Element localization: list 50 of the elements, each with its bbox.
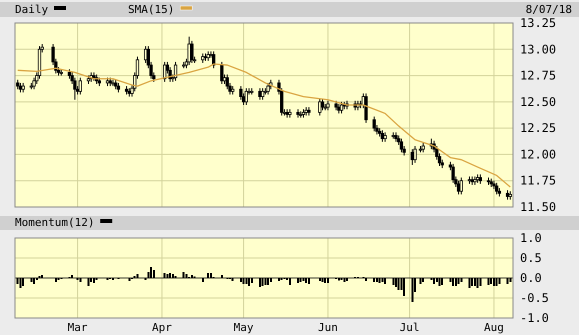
legend-label: Daily: [15, 3, 48, 16]
candlestick: [394, 132, 398, 142]
candlestick: [495, 182, 498, 195]
y-tick-label: 12.75: [520, 68, 556, 83]
candlestick: [114, 79, 118, 90]
candlestick: [410, 148, 414, 166]
y-tick-label: 11.50: [520, 200, 556, 214]
text: 8/07/18: [526, 3, 572, 16]
candlestick: [451, 163, 455, 184]
x-tick-label: Apr: [152, 321, 172, 334]
y-tick-label: 12.25: [520, 121, 556, 136]
candlestick: [422, 142, 425, 153]
candlestick: [380, 130, 384, 142]
y-tick-label: -1.0: [520, 311, 549, 325]
x-tick-label: Aug: [484, 321, 504, 334]
y-tick-label: 11.75: [520, 174, 556, 188]
candlestick: [318, 98, 322, 116]
candlestick: [266, 82, 270, 95]
legend-label: SMA(15): [128, 3, 174, 16]
y-tick-label: 13.25: [520, 16, 556, 30]
y-tick-label: -0.5: [520, 291, 549, 305]
y-tick-label: 1.0: [520, 231, 542, 245]
y-tick-label: 12.50: [520, 94, 556, 109]
candlestick: [201, 52, 204, 64]
y-tick-label: 13.00: [520, 42, 556, 56]
candlestick: [190, 40, 194, 64]
candlestick: [413, 146, 417, 164]
x-tick-label: May: [234, 321, 254, 334]
candlestick: [116, 82, 120, 93]
candlestick: [260, 88, 264, 100]
candlestick: [244, 88, 248, 106]
y-tick-label: 12.00: [520, 147, 556, 162]
candlestick: [478, 174, 482, 184]
candlestick: [220, 61, 224, 84]
x-tick-label: Mar: [68, 321, 88, 334]
legend-label: Momentum(12): [15, 216, 94, 229]
y-tick-label: 0.5: [520, 251, 542, 265]
candlestick: [326, 100, 330, 111]
candlestick: [337, 103, 340, 114]
candlestick: [400, 138, 404, 153]
candlestick: [460, 177, 463, 195]
candlestick: [372, 116, 376, 132]
candlestick: [206, 50, 210, 62]
candlestick: [78, 77, 82, 95]
candlestick: [212, 50, 216, 69]
candlestick: [334, 100, 338, 111]
x-tick-label: Jul: [400, 321, 420, 334]
candlestick: [383, 132, 387, 142]
y-tick-label: 0.0: [520, 271, 542, 285]
x-tick-label: Jun: [318, 321, 338, 334]
